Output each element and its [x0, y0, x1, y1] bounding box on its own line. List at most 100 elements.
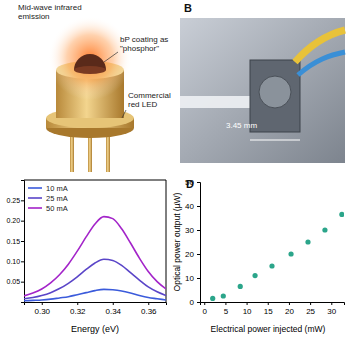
chip-dome	[259, 76, 291, 108]
x-axis-title: Energy (eV)	[71, 324, 119, 334]
x-axis: 0.30 0.32 0.34 0.36	[25, 302, 167, 316]
panel-a: Mid-wave infraredemission bP coating as"p…	[18, 3, 171, 172]
tick-label: 10	[185, 274, 194, 283]
panel-b: 3.45 mmB	[180, 2, 345, 163]
tick-label: 0.25	[6, 197, 20, 204]
plot-area	[24, 217, 166, 301]
annotation: emission	[18, 12, 50, 21]
tick-mark	[225, 302, 226, 305]
tick-mark	[204, 302, 205, 305]
tick-label: 10	[243, 307, 252, 316]
legend-item: 25 mA	[28, 194, 68, 203]
tick-label: 0	[203, 307, 208, 316]
tick-mark	[77, 302, 78, 305]
tick: 0.30	[34, 302, 50, 316]
tick-mark	[21, 200, 24, 201]
chart-c: 0.30 0.32 0.34 0.36 0.05 0.10 0.15 0.20 0.25 10 m…	[6, 180, 166, 334]
data-point	[288, 251, 293, 256]
emission-glow	[48, 16, 132, 100]
tick: 0	[203, 302, 208, 316]
panel-label: B	[184, 2, 192, 14]
tick-label: 30	[327, 307, 336, 316]
legend-label: 25 mA	[46, 194, 68, 203]
tick-label: 0.30	[34, 307, 50, 316]
tick-label: 0.36	[141, 307, 157, 316]
tick-label: 0	[190, 298, 195, 307]
pointer	[104, 52, 118, 62]
tick: 30	[185, 226, 200, 235]
tick: 0.15	[6, 238, 24, 245]
legend-item: 10 mA	[28, 184, 68, 193]
y-axis-title: Optical power output (µW)	[172, 192, 182, 291]
tick-mark	[197, 254, 200, 255]
annotation: red LED	[128, 100, 158, 109]
tick-label: 0.10	[6, 258, 20, 265]
tick: 40	[185, 202, 200, 211]
data-point	[210, 296, 215, 301]
data-point	[305, 239, 310, 244]
pointer	[122, 110, 126, 118]
tick: 5	[224, 302, 229, 316]
tick: 25	[306, 302, 315, 316]
tick-mark	[247, 302, 248, 305]
x-axis-title: Electrical power injected (mW)	[211, 324, 326, 334]
tick: 20	[185, 250, 200, 259]
led-lens	[74, 66, 106, 74]
tick-mark	[113, 302, 114, 305]
tick-label: 0.05	[6, 278, 20, 285]
data-point	[269, 263, 274, 268]
tick-label: 0.32	[70, 307, 86, 316]
data-point	[221, 293, 226, 298]
axis-line	[197, 183, 201, 303]
tick-mark	[310, 302, 311, 305]
tick: 10	[185, 274, 200, 283]
legend-label: 10 mA	[46, 184, 68, 193]
tick-label: 25	[306, 307, 315, 316]
frame	[166, 180, 167, 302]
legend-label: 50 mA	[46, 204, 68, 213]
wire	[298, 52, 345, 75]
chart-d: 05101520253001020304050DElectrical power…	[172, 178, 345, 334]
tick: 0.36	[141, 302, 157, 316]
tick: 0.20	[6, 217, 24, 224]
tick: 15	[264, 302, 273, 316]
series-line	[24, 217, 166, 296]
y-axis: 01020304050	[185, 178, 200, 307]
tick: 30	[327, 302, 336, 316]
figure: Mid-wave infraredemission bP coating as"p…	[0, 0, 350, 350]
tick-label: 0.34	[105, 307, 121, 316]
tick-mark	[21, 241, 24, 242]
data-point	[322, 227, 327, 232]
axis-line	[201, 303, 345, 306]
axis-line	[21, 181, 25, 303]
tick-mark	[268, 302, 269, 305]
tick-mark	[289, 302, 290, 305]
x-axis: 0 5 10 15 20 25 30	[201, 302, 345, 316]
annotation: bP coating as	[120, 35, 168, 44]
legend: 10 mA25 mA50 mA	[28, 184, 68, 213]
tick-label: 20	[285, 307, 294, 316]
tick-mark	[197, 278, 200, 279]
tick-label: 40	[185, 202, 194, 211]
tick-mark	[42, 302, 43, 305]
fiber	[180, 96, 260, 108]
tick: 0.32	[70, 302, 86, 316]
legend-swatch	[28, 207, 42, 209]
frame	[24, 180, 166, 181]
tick-label: 5	[224, 307, 229, 316]
annotation: Mid-wave infrared	[18, 3, 82, 12]
annotation: "phosphor"	[120, 44, 159, 53]
tick-mark	[21, 221, 24, 222]
legend-swatch	[28, 187, 42, 189]
photo	[180, 18, 345, 163]
axis-line	[25, 303, 167, 306]
tick-mark	[197, 206, 200, 207]
tick: 0	[190, 298, 200, 307]
tick-mark	[197, 302, 200, 303]
tick-mark	[21, 261, 24, 262]
annotation: Commercial	[128, 91, 171, 100]
tick: 0.34	[105, 302, 121, 316]
tick: 20	[285, 302, 294, 316]
wire	[295, 30, 345, 62]
y-axis: 0.05 0.10 0.15 0.20 0.25	[6, 181, 24, 303]
